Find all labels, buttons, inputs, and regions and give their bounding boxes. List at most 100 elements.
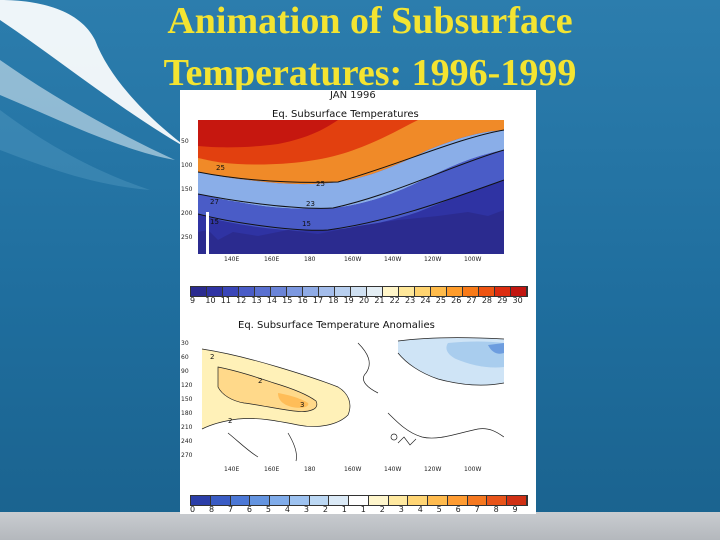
slide-title-line2: Temperatures: 1996-1999 bbox=[163, 52, 577, 94]
colorbar-swatch bbox=[289, 496, 310, 505]
contour-label: 23 bbox=[306, 200, 315, 208]
x-tick-label: 180 bbox=[304, 256, 316, 263]
colorbar-tick-label: 17 bbox=[312, 296, 324, 305]
colorbar-tick-label: 6 bbox=[246, 505, 253, 514]
contour-label: 15 bbox=[302, 220, 311, 228]
colorbar-swatch bbox=[479, 287, 495, 296]
contour-label: 15 bbox=[210, 218, 219, 226]
colorbar-tick-label: 6 bbox=[455, 505, 461, 514]
colorbar-tick-label: 2 bbox=[379, 505, 385, 514]
colorbar-swatch bbox=[250, 496, 271, 505]
contour-label: 2 bbox=[228, 417, 232, 425]
colorbar-swatch bbox=[191, 287, 207, 296]
colorbar-swatch bbox=[399, 287, 415, 296]
x-tick-label: 140E bbox=[224, 466, 240, 473]
colorbar-swatch bbox=[383, 287, 399, 296]
bottom-colorbar-ticks: 0 8 7 6 5 4 3 2 1 1 2 3 4 5 6 7 8 9 bbox=[190, 505, 526, 515]
colorbar-tick-label: 24 bbox=[420, 296, 431, 305]
colorbar-tick-label: 21 bbox=[374, 296, 385, 305]
x-tick-label: 120W bbox=[424, 466, 442, 473]
colorbar-swatch bbox=[351, 287, 367, 296]
x-tick-label: 180 bbox=[304, 466, 316, 473]
colorbar-swatch bbox=[319, 287, 335, 296]
colorbar-swatch bbox=[367, 287, 383, 296]
colorbar-swatch bbox=[270, 496, 290, 505]
x-tick-label: 160E bbox=[264, 466, 280, 473]
colorbar-swatch bbox=[349, 496, 369, 505]
contour-label: 3 bbox=[300, 401, 304, 409]
bottom-panel-title: Eq. Subsurface Temperature Anomalies bbox=[238, 320, 435, 331]
y-tick-label: 210 bbox=[181, 424, 193, 431]
colorbar-tick-label: 9 bbox=[512, 505, 518, 514]
colorbar-tick-label: 1 bbox=[360, 505, 366, 514]
y-tick-label: 180 bbox=[181, 410, 193, 417]
colorbar-swatch bbox=[495, 287, 511, 296]
top-colorbar bbox=[190, 286, 528, 297]
y-tick-label: 240 bbox=[181, 438, 193, 445]
colorbar-swatch bbox=[207, 287, 223, 296]
colorbar-tick-label: 0 bbox=[190, 505, 196, 514]
colorbar-tick-label: 20 bbox=[358, 296, 370, 305]
colorbar-tick-label: 27 bbox=[466, 296, 477, 305]
contour-label: 2 bbox=[210, 353, 214, 361]
colorbar-tick-label: 5 bbox=[265, 505, 271, 514]
colorbar-swatch bbox=[415, 287, 431, 296]
colorbar-swatch bbox=[428, 496, 448, 505]
colorbar-swatch bbox=[255, 287, 271, 296]
colorbar-tick-label: 11 bbox=[220, 296, 231, 305]
colorbar-swatch bbox=[368, 496, 389, 505]
bottom-colorbar bbox=[190, 495, 528, 506]
x-tick-label: 100W bbox=[464, 256, 482, 263]
colorbar-tick-label: 28 bbox=[481, 296, 493, 305]
animation-frame: JAN 1996 Eq. Subsurface Temperatures 50 1… bbox=[180, 90, 536, 514]
frame-date: JAN 1996 bbox=[330, 90, 376, 101]
contour-label: 25 bbox=[216, 164, 225, 172]
colorbar-tick-label: 23 bbox=[405, 296, 416, 305]
y-tick-label: 120 bbox=[181, 382, 193, 389]
colorbar-tick-label: 18 bbox=[328, 296, 339, 305]
top-panel-plot: 25 25 27 23 15 15 bbox=[198, 120, 504, 254]
y-tick-label: 270 bbox=[181, 452, 193, 459]
colorbar-swatch bbox=[467, 496, 488, 505]
colorbar-tick-label: 22 bbox=[389, 296, 400, 305]
colorbar-swatch bbox=[287, 287, 303, 296]
colorbar-swatch bbox=[271, 287, 287, 296]
colorbar-tick-label: 30 bbox=[512, 296, 523, 305]
colorbar-tick-label: 5 bbox=[436, 505, 442, 514]
y-tick-label: 50 bbox=[181, 138, 189, 145]
colorbar-swatch bbox=[210, 496, 231, 505]
y-tick-label: 60 bbox=[181, 354, 189, 361]
colorbar-tick-label: 7 bbox=[227, 505, 234, 514]
colorbar-tick-label: 2 bbox=[322, 505, 328, 514]
colorbar-tick-label: 14 bbox=[266, 296, 277, 305]
x-tick-label: 140W bbox=[384, 466, 402, 473]
top-colorbar-ticks: 9 10 11 12 13 14 15 16 17 18 19 20 21 22 23 24 25 26 27 28 2… bbox=[190, 296, 526, 306]
colorbar-tick-label: 7 bbox=[474, 505, 480, 514]
colorbar-swatch bbox=[408, 496, 429, 505]
colorbar-tick-label: 15 bbox=[282, 296, 293, 305]
colorbar-swatch bbox=[335, 287, 351, 296]
colorbar-swatch bbox=[191, 496, 211, 505]
x-tick-label: 100W bbox=[464, 466, 482, 473]
colorbar-swatch bbox=[507, 496, 527, 505]
colorbar-tick-label: 16 bbox=[297, 296, 308, 305]
colorbar-swatch bbox=[447, 287, 463, 296]
colorbar-swatch bbox=[309, 496, 330, 505]
y-tick-label: 150 bbox=[181, 396, 193, 403]
colorbar-swatch bbox=[487, 496, 508, 505]
colorbar-swatch bbox=[329, 496, 350, 505]
x-tick-label: 160W bbox=[344, 466, 362, 473]
colorbar-swatch bbox=[239, 287, 255, 296]
colorbar-tick-label: 8 bbox=[493, 505, 499, 514]
colorbar-swatch bbox=[223, 287, 239, 296]
colorbar-tick-label: 26 bbox=[451, 296, 462, 305]
y-tick-label: 90 bbox=[181, 368, 189, 375]
colorbar-swatch bbox=[462, 287, 479, 296]
y-tick-label: 150 bbox=[181, 186, 193, 193]
colorbar-tick-label: 12 bbox=[236, 296, 247, 305]
x-tick-label: 140E bbox=[224, 256, 240, 263]
colorbar-swatch bbox=[388, 496, 409, 505]
colorbar-tick-label: 3 bbox=[398, 505, 404, 514]
colorbar-swatch bbox=[511, 287, 527, 296]
colorbar-tick-label: 4 bbox=[284, 505, 290, 514]
